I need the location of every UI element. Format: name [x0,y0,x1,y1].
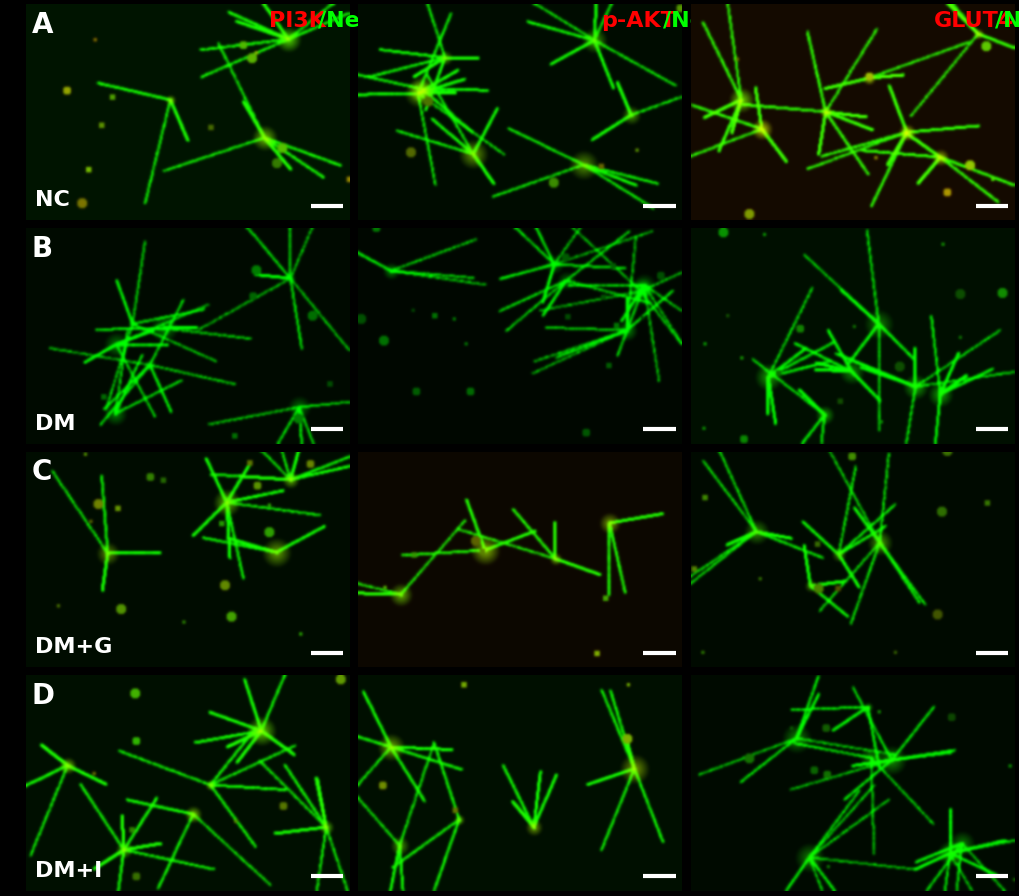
Text: D: D [32,682,55,710]
Text: /NeuN: /NeuN [318,11,393,31]
Text: A: A [32,11,53,39]
Text: /NeuN: /NeuN [662,11,739,31]
Text: DM+G: DM+G [36,637,112,657]
Text: C: C [32,458,52,486]
Text: GLUT4: GLUT4 [933,11,1013,31]
Text: p-AKT: p-AKT [601,11,676,31]
Text: DM+I: DM+I [36,861,102,881]
Text: NC: NC [36,190,70,210]
Text: DM: DM [36,414,75,434]
Text: PI3K: PI3K [269,11,325,31]
Text: B: B [32,235,53,263]
Text: /NeuN: /NeuN [995,11,1019,31]
